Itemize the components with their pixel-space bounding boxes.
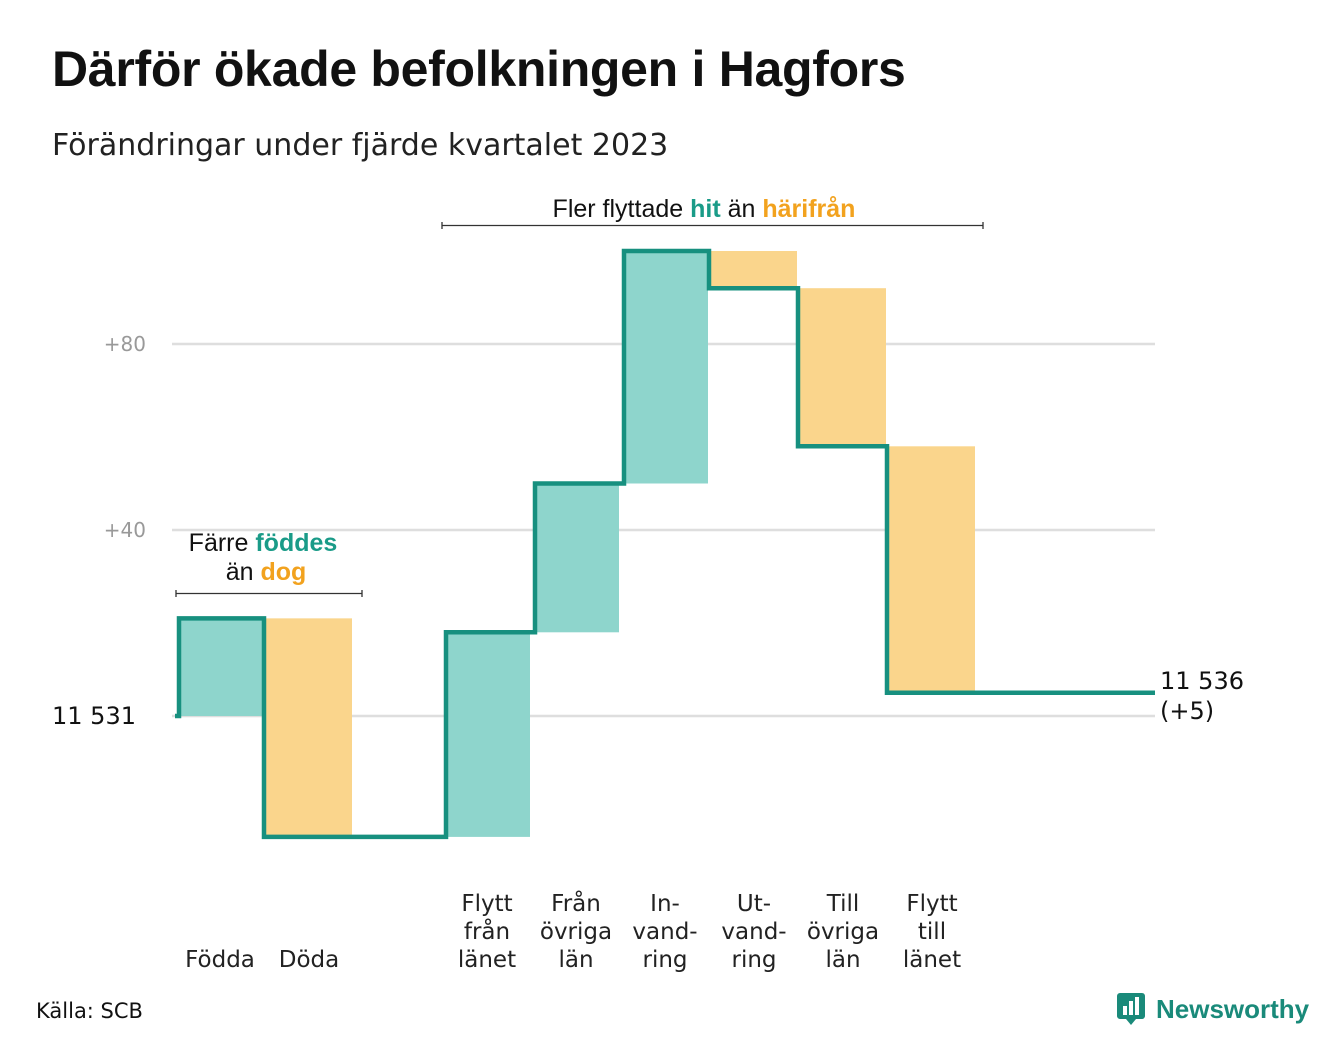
chart-subtitle: Förändringar under fjärde kvartalet 2023 <box>52 128 669 163</box>
x-category-label: län <box>825 947 860 973</box>
x-category-label: vand- <box>632 919 697 945</box>
x-category-label: till <box>918 919 946 945</box>
bar-increase <box>622 251 708 484</box>
line-layer <box>175 248 1155 840</box>
svg-text:Färre föddes: Färre föddes <box>189 529 338 557</box>
x-category-label: vand- <box>721 919 786 945</box>
y-tick-label: +40 <box>104 518 146 542</box>
bar-increase <box>177 618 263 716</box>
annotation-births-word: föddes <box>255 529 337 557</box>
newsworthy-logo: Newsworthy <box>1116 992 1309 1026</box>
bar-decrease <box>800 288 886 447</box>
x-category-label: Flytt <box>906 891 957 917</box>
x-category-label: Födda <box>185 947 255 973</box>
annotation-natural-change: Färre föddes än dog <box>175 529 363 597</box>
x-category-label: Till <box>826 891 860 917</box>
newsworthy-logo-icon <box>1117 993 1145 1025</box>
bar-increase <box>444 632 530 837</box>
x-category-label: länet <box>903 947 961 973</box>
svg-text:än dog: än dog <box>226 558 307 586</box>
x-category-label: Från <box>551 889 601 917</box>
annotation-migration-text-b: än <box>721 195 763 223</box>
chart-title: Därför ökade befolkningen i Hagfors <box>52 41 906 97</box>
cumulative-step-line <box>175 248 1155 840</box>
newsworthy-logo-text: Newsworthy <box>1156 993 1310 1024</box>
annotation-in-word: hit <box>690 195 721 223</box>
x-category-label: Flytt <box>461 891 512 917</box>
start-value-label: 11 531 <box>52 702 136 730</box>
annotation-migration-text-a: Fler flyttade <box>553 195 691 223</box>
bar-increase <box>533 483 619 633</box>
annotation-migration-bracket <box>441 222 984 229</box>
x-category-label: övriga <box>540 919 612 945</box>
annotation-natural-bracket <box>175 590 363 597</box>
end-change-label: (+5) <box>1160 697 1214 725</box>
end-value-label: 11 536 <box>1160 667 1244 695</box>
bar-decrease <box>266 618 352 837</box>
annotation-natural-text-a: Färre <box>189 529 256 557</box>
annotation-deaths-word: dog <box>260 558 306 586</box>
bar-decrease <box>711 251 797 289</box>
bar-decrease <box>889 446 975 693</box>
bar-layer <box>177 251 975 837</box>
x-category-label: ring <box>731 947 776 973</box>
annotation-out-word: härifrån <box>762 195 855 223</box>
x-category-label: Ut- <box>737 891 771 917</box>
y-tick-label: +80 <box>104 332 146 356</box>
x-category-label: län <box>558 947 593 973</box>
x-category-label: ring <box>642 947 687 973</box>
x-category-label: från <box>464 917 510 945</box>
source-note: Källa: SCB <box>36 999 143 1023</box>
annotation-migration: Fler flyttade hit än härifrån <box>441 195 984 229</box>
svg-text:Fler flyttade hit än härifrån: Fler flyttade hit än härifrån <box>553 195 856 223</box>
x-category-label: Döda <box>279 947 339 973</box>
annotation-natural-text-b: än <box>226 558 261 586</box>
x-category-label: länet <box>458 947 516 973</box>
x-category-label: In- <box>650 891 680 917</box>
x-category-label: övriga <box>807 919 879 945</box>
